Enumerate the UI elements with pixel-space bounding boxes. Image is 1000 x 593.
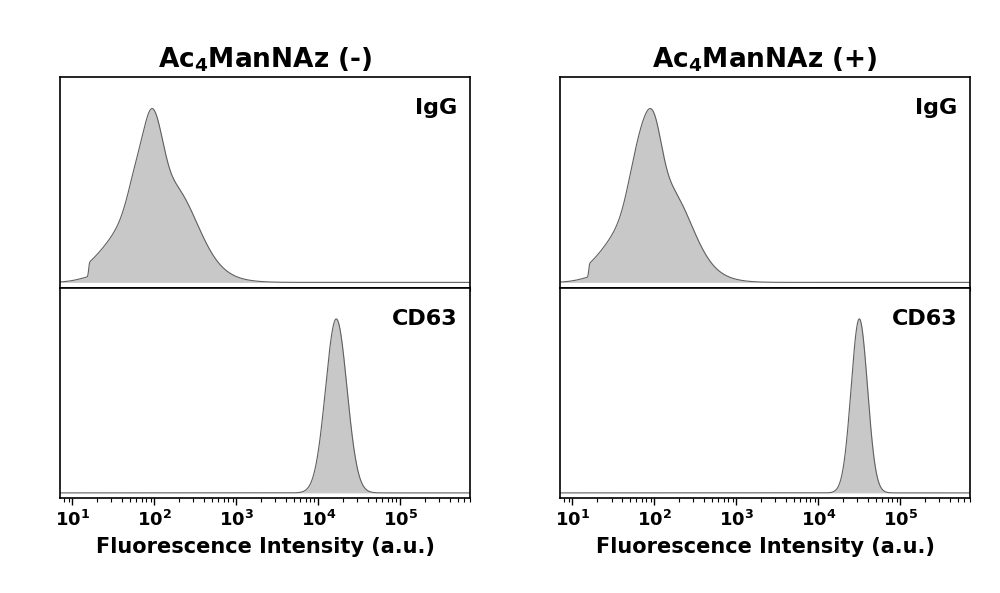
Title: Ac$_4$ManNAz (-): Ac$_4$ManNAz (-) <box>158 46 372 74</box>
X-axis label: Fluorescence Intensity (a.u.): Fluorescence Intensity (a.u.) <box>596 537 934 557</box>
Text: IgG: IgG <box>915 98 958 118</box>
X-axis label: Fluorescence Intensity (a.u.): Fluorescence Intensity (a.u.) <box>96 537 434 557</box>
Text: CD63: CD63 <box>892 309 958 329</box>
Title: Ac$_4$ManNAz (+): Ac$_4$ManNAz (+) <box>652 46 878 74</box>
Text: IgG: IgG <box>415 98 458 118</box>
Text: CD63: CD63 <box>392 309 458 329</box>
